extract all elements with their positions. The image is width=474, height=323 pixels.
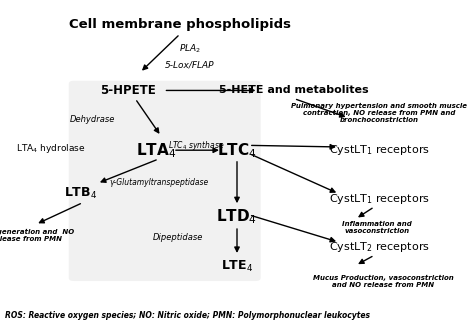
Text: 5-Lox/FLAP: 5-Lox/FLAP [165,60,214,69]
Text: Pulmonary hypertension and smooth muscle
contraction, NO release from PMN and
br: Pulmonary hypertension and smooth muscle… [291,103,467,123]
Text: Cell membrane phospholipids: Cell membrane phospholipids [69,18,291,31]
Text: CystLT$_2$ receptors: CystLT$_2$ receptors [329,240,429,254]
Text: LTC$_4$ synthase: LTC$_4$ synthase [168,139,225,152]
Text: CystLT$_1$ receptors: CystLT$_1$ receptors [329,192,429,206]
Text: 5-HETE and metabolites: 5-HETE and metabolites [219,86,369,95]
Text: LTE$_4$: LTE$_4$ [221,259,253,274]
Text: LTB$_4$: LTB$_4$ [64,186,97,201]
Text: Dehydrase: Dehydrase [70,115,115,124]
Text: Inflammation and
vasoconstriction: Inflammation and vasoconstriction [342,221,412,234]
FancyBboxPatch shape [69,81,261,281]
Text: Dipeptidase: Dipeptidase [153,233,203,242]
Text: ROS generation and  NO
Release from PMN: ROS generation and NO Release from PMN [0,229,74,242]
Text: Mucus Production, vasoconstriction
and NO release from PMN: Mucus Production, vasoconstriction and N… [313,275,453,288]
Text: LTD$_4$: LTD$_4$ [217,207,257,226]
Text: LTA$_4$: LTA$_4$ [137,141,176,160]
Text: PLA$_2$: PLA$_2$ [179,42,201,55]
Text: LTA$_4$ hydrolase: LTA$_4$ hydrolase [17,142,86,155]
Text: CystLT$_1$ receptors: CystLT$_1$ receptors [329,143,429,157]
Text: LTC$_4$: LTC$_4$ [217,141,257,160]
Text: 5-HPETE: 5-HPETE [100,84,156,97]
Text: γ-Glutamyltranspeptidase: γ-Glutamyltranspeptidase [109,178,209,187]
Text: ROS: Reactive oxygen species; NO: Nitric oxide; PMN: Polymorphonuclear leukocyte: ROS: Reactive oxygen species; NO: Nitric… [5,311,370,320]
